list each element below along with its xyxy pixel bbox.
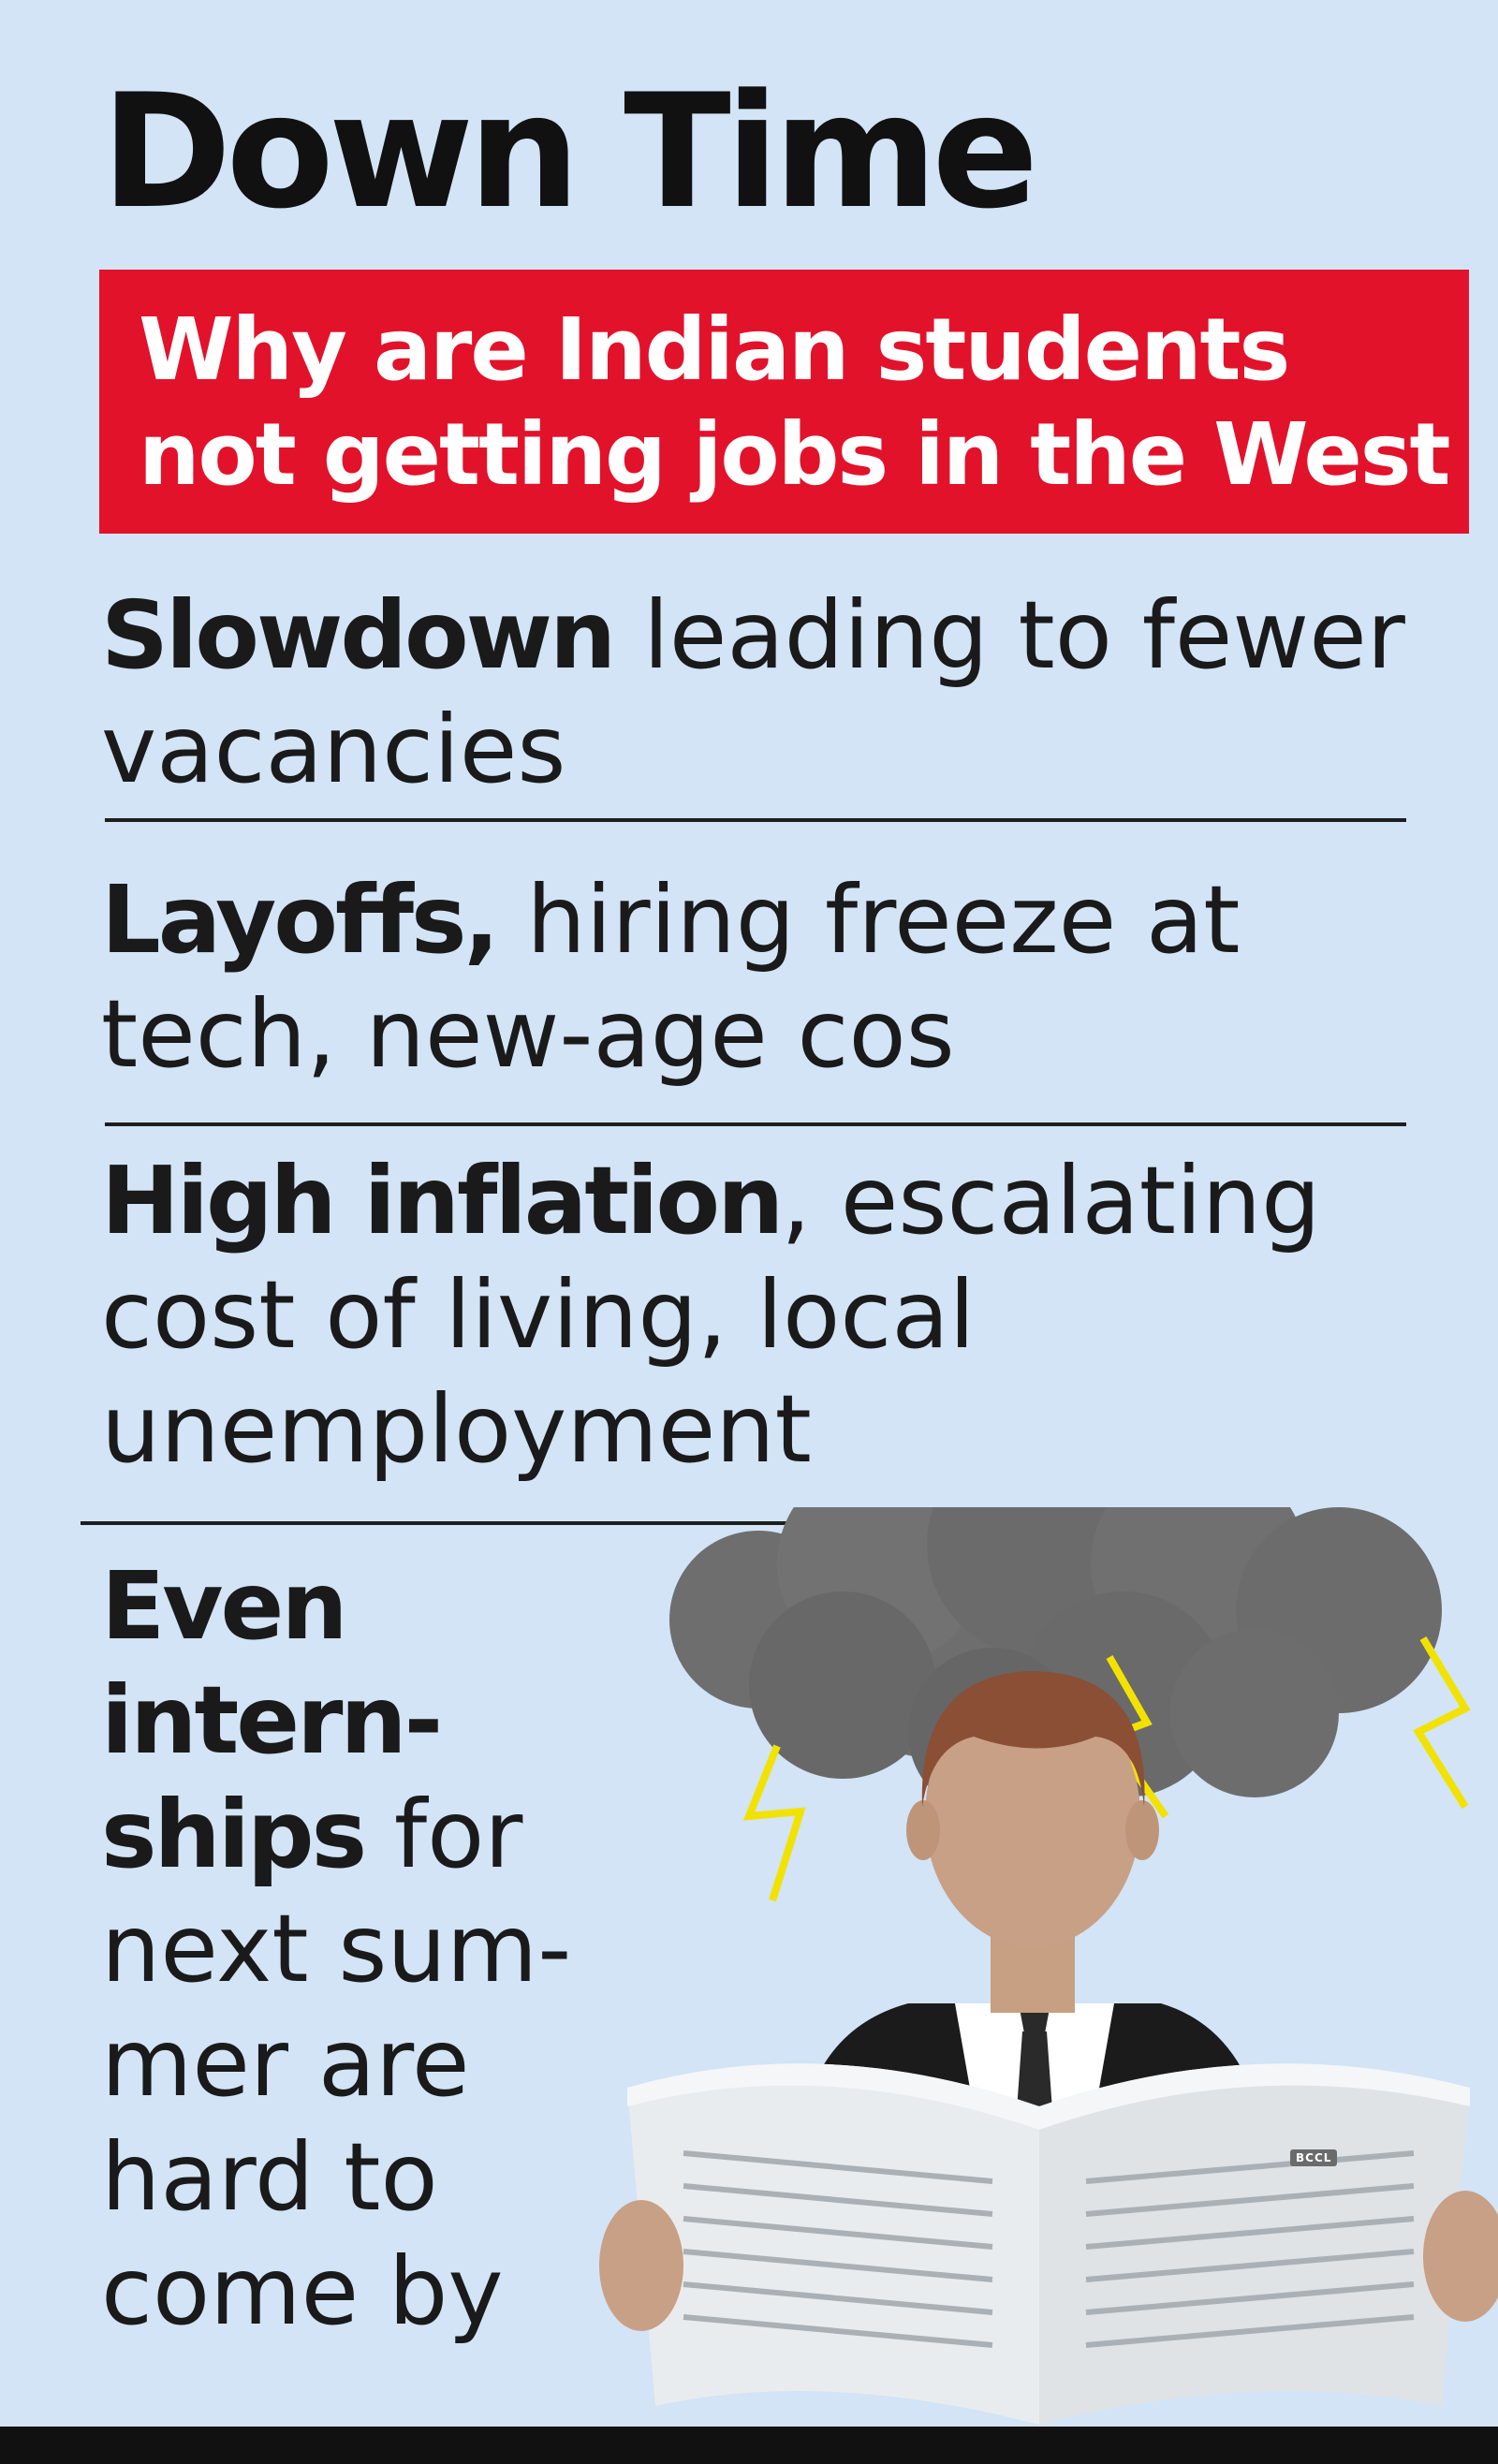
reason-text: cost of living, local bbox=[101, 1260, 976, 1370]
reason-text: leading to fewer bbox=[613, 580, 1405, 690]
reason-text: unemployment bbox=[101, 1374, 812, 1484]
bottom-bar bbox=[0, 2427, 1498, 2464]
divider bbox=[105, 1122, 1406, 1126]
reason-bold: Slowdown bbox=[101, 580, 616, 690]
reason-bold: Even bbox=[101, 1551, 348, 1661]
person-reading-newspaper-icon bbox=[599, 1507, 1498, 2425]
reason-slowdown: Slowdown leading to fewer vacancies bbox=[101, 579, 1405, 807]
subtitle-banner: Why are Indian students not getting jobs… bbox=[99, 270, 1469, 534]
page-title: Down Time bbox=[101, 60, 1038, 243]
reason-bold: intern- bbox=[101, 1665, 443, 1775]
reason-text: hiring freeze at bbox=[496, 865, 1241, 975]
divider bbox=[105, 818, 1406, 822]
reason-text: next sum- bbox=[101, 1894, 572, 2003]
reason-text: tech, new-age cos bbox=[101, 979, 955, 1089]
reason-bold: ships bbox=[101, 1780, 367, 1889]
reason-layoffs: Layoffs, hiring freeze at tech, new-age … bbox=[101, 863, 1241, 1092]
reason-internships: Even intern- ships for next sum- mer are… bbox=[101, 1549, 625, 2349]
reason-text: come by bbox=[101, 2237, 504, 2346]
subtitle-line-1: Why are Indian students bbox=[139, 300, 1290, 400]
reason-text: mer are bbox=[101, 2008, 470, 2118]
divider bbox=[81, 1521, 1382, 1525]
reason-text: hard to bbox=[101, 2122, 438, 2232]
reason-bold: Layoffs, bbox=[101, 865, 500, 975]
reason-inflation: High inflation, escalating cost of livin… bbox=[101, 1144, 1321, 1487]
reason-text: for bbox=[364, 1780, 523, 1889]
reason-text: vacancies bbox=[101, 695, 566, 804]
reason-text: , escalating bbox=[781, 1146, 1321, 1255]
reason-bold: High inflation bbox=[101, 1146, 784, 1255]
subtitle-line-2: not getting jobs in the West bbox=[139, 404, 1451, 505]
watermark-badge: BCCL bbox=[1290, 2149, 1338, 2166]
